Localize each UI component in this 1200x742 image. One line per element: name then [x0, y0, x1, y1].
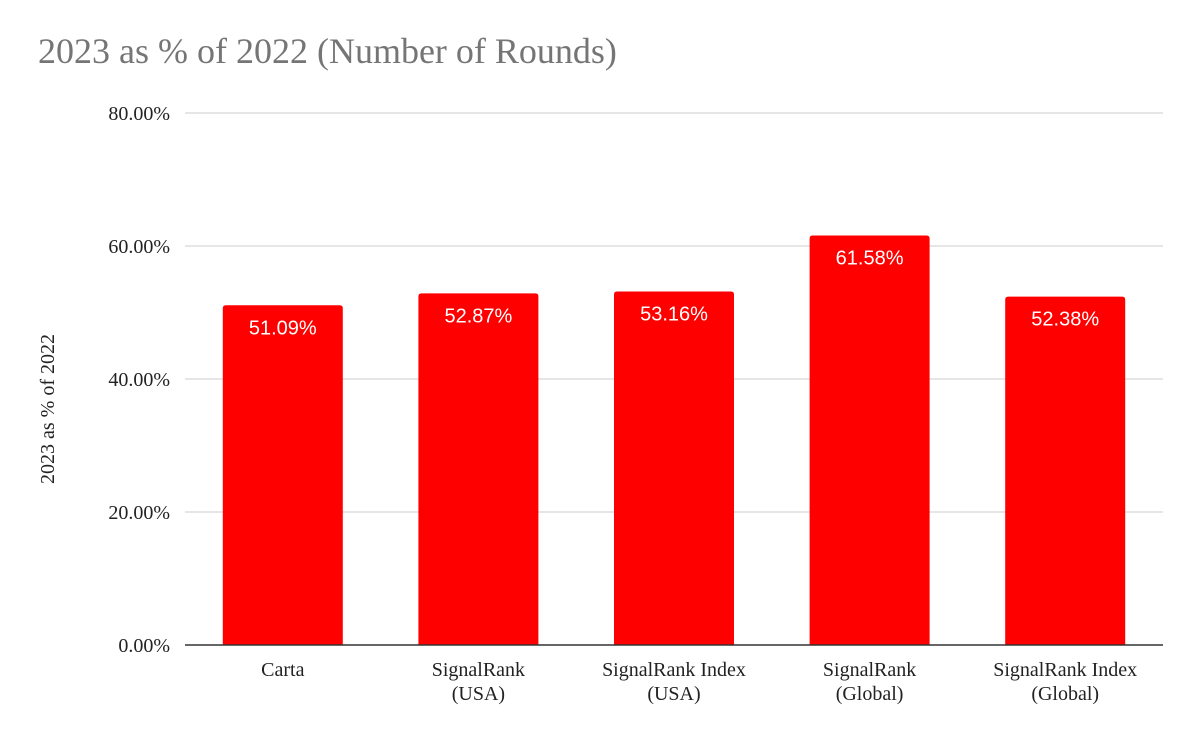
- x-tick-label: SignalRank Index: [602, 659, 746, 681]
- y-tick-label: 0.00%: [118, 635, 170, 657]
- y-tick-label: 20.00%: [108, 502, 170, 524]
- x-tick-label: SignalRank Index: [993, 659, 1137, 681]
- bar: [418, 293, 539, 645]
- chart-title: 2023 as % of 2022 (Number of Rounds): [38, 31, 617, 71]
- bar: [1005, 296, 1126, 645]
- x-tick-label: (USA): [647, 683, 700, 705]
- data-label: 52.87%: [444, 305, 512, 327]
- bar: [222, 305, 343, 645]
- x-tick-label: (USA): [452, 683, 505, 705]
- bar: [809, 235, 930, 646]
- data-label: 53.16%: [640, 303, 708, 325]
- y-axis-title: 2023 as % of 2022: [37, 334, 59, 484]
- x-tick-label: Carta: [261, 659, 304, 681]
- bar: [614, 291, 734, 645]
- x-tick-label: SignalRank: [432, 659, 525, 681]
- y-tick-label: 40.00%: [108, 369, 170, 391]
- data-label: 61.58%: [836, 247, 904, 269]
- y-tick-label: 80.00%: [108, 103, 170, 125]
- x-tick-label: SignalRank: [823, 659, 916, 681]
- data-label: 51.09%: [249, 317, 317, 339]
- x-tick-label: (Global): [1031, 683, 1099, 705]
- x-tick-label: (Global): [836, 683, 904, 705]
- y-tick-label: 60.00%: [108, 236, 170, 258]
- data-label: 52.38%: [1031, 309, 1099, 331]
